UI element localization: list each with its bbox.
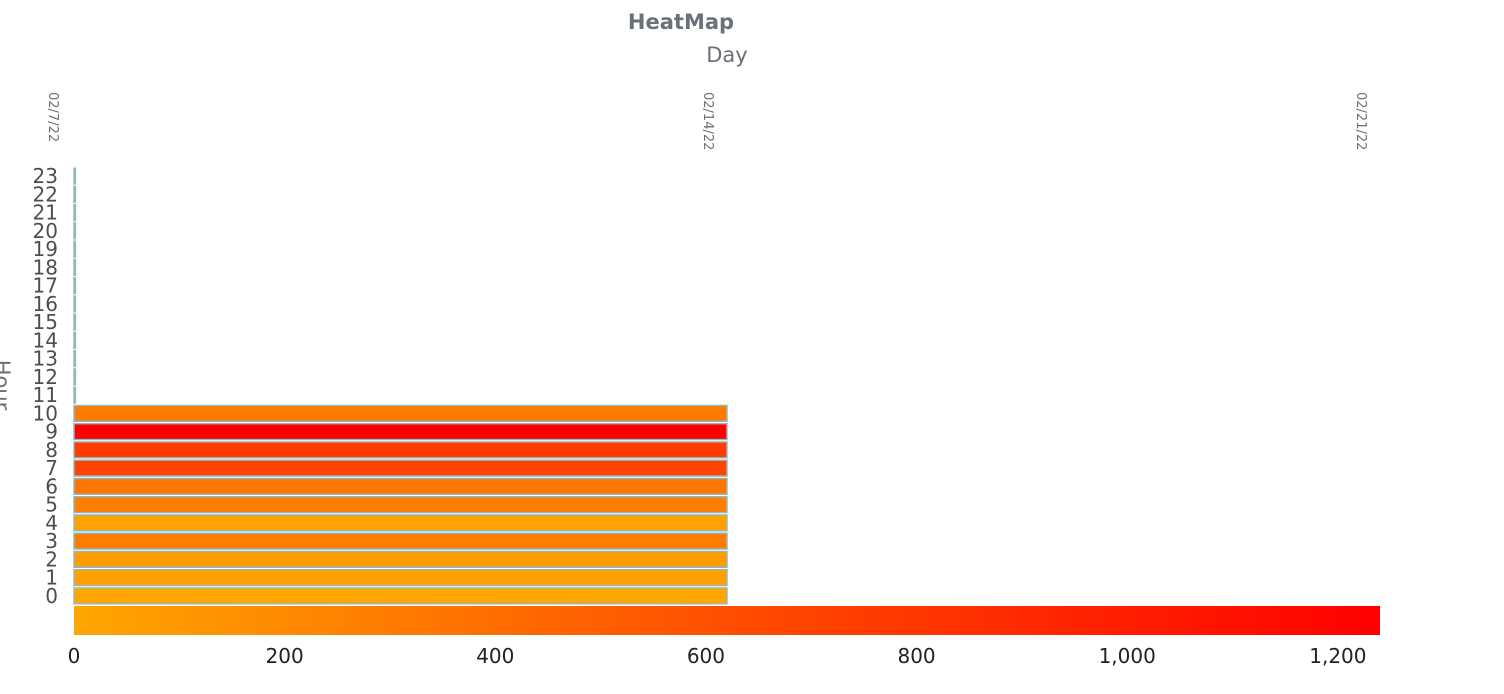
y-tick-label: 10	[33, 401, 58, 425]
heatmap-cell	[73, 258, 77, 277]
y-tick-label: 19	[33, 237, 58, 261]
heatmap-cell	[73, 386, 77, 404]
y-tick-label: 21	[33, 201, 58, 225]
heatmap-cell	[73, 185, 77, 203]
color-scale-ticks: 0 200 400 600 800 1,000 1,200	[68, 644, 1367, 668]
heatmap-cells	[73, 167, 728, 605]
y-tick-label: 15	[33, 310, 58, 334]
x-tick-label: 02/7/22	[45, 92, 60, 142]
y-tick-label: 3	[45, 529, 58, 553]
heatmap-cell	[73, 295, 77, 313]
color-scale-tick-label: 200	[266, 644, 304, 668]
heatmap-cell	[73, 404, 728, 423]
heatmap-cell	[73, 532, 728, 550]
y-tick-label: 6	[45, 474, 58, 498]
y-tick-label: 0	[45, 584, 58, 608]
color-scale-tick-label: 1,000	[1099, 644, 1156, 668]
y-tick-label: 12	[33, 365, 58, 389]
color-scale-tick-label: 800	[897, 644, 935, 668]
x-axis-ticks: 02/7/22 02/14/22 02/21/22	[45, 92, 1368, 150]
color-scale-tick-label: 400	[476, 644, 514, 668]
heatmap-cell	[73, 222, 77, 240]
heatmap-cell	[73, 277, 77, 295]
y-tick-label: 7	[45, 456, 58, 480]
y-tick-label: 5	[45, 493, 58, 517]
color-scale-bar	[74, 606, 1380, 635]
heatmap-cell	[73, 459, 728, 477]
y-tick-label: 20	[33, 219, 58, 243]
heatmap-cell	[73, 313, 77, 331]
y-axis-label: Hour	[0, 360, 14, 411]
y-tick-label: 2	[45, 547, 58, 571]
heatmap-cell	[73, 350, 77, 368]
heatmap-cell	[73, 477, 728, 496]
heatmap-cell	[73, 587, 728, 605]
y-tick-label: 1	[45, 566, 58, 590]
y-tick-label: 11	[33, 383, 58, 407]
x-axis-label: Day	[706, 43, 747, 67]
heatmap-cell	[73, 550, 728, 569]
chart-title: HeatMap	[628, 10, 734, 34]
heatmap-cell	[73, 496, 728, 514]
heatmap-cell	[73, 203, 77, 222]
y-tick-label: 4	[45, 511, 58, 535]
y-tick-label: 14	[33, 328, 58, 352]
heatmap-cell	[73, 441, 728, 459]
heatmap-cell	[73, 423, 728, 441]
y-tick-label: 13	[33, 347, 58, 371]
heatmap-cell	[73, 514, 728, 532]
y-tick-label: 8	[45, 438, 58, 462]
color-scale-tick-label: 0	[68, 644, 81, 668]
x-tick-label: 02/14/22	[700, 92, 715, 150]
y-tick-label: 17	[33, 274, 58, 298]
x-tick-label: 02/21/22	[1353, 92, 1368, 150]
y-tick-label: 16	[33, 292, 58, 316]
heatmap-cell	[73, 240, 77, 258]
y-tick-label: 22	[33, 182, 58, 206]
y-tick-label: 9	[45, 420, 58, 444]
heatmap-cell	[73, 569, 728, 587]
heatmap-cell	[73, 368, 77, 386]
y-tick-label: 18	[33, 255, 58, 279]
color-scale-tick-label: 600	[687, 644, 725, 668]
y-tick-label: 23	[33, 164, 58, 188]
color-scale-tick-label: 1,200	[1309, 644, 1366, 668]
heatmap-cell	[73, 331, 77, 350]
heatmap-cell	[73, 167, 77, 185]
